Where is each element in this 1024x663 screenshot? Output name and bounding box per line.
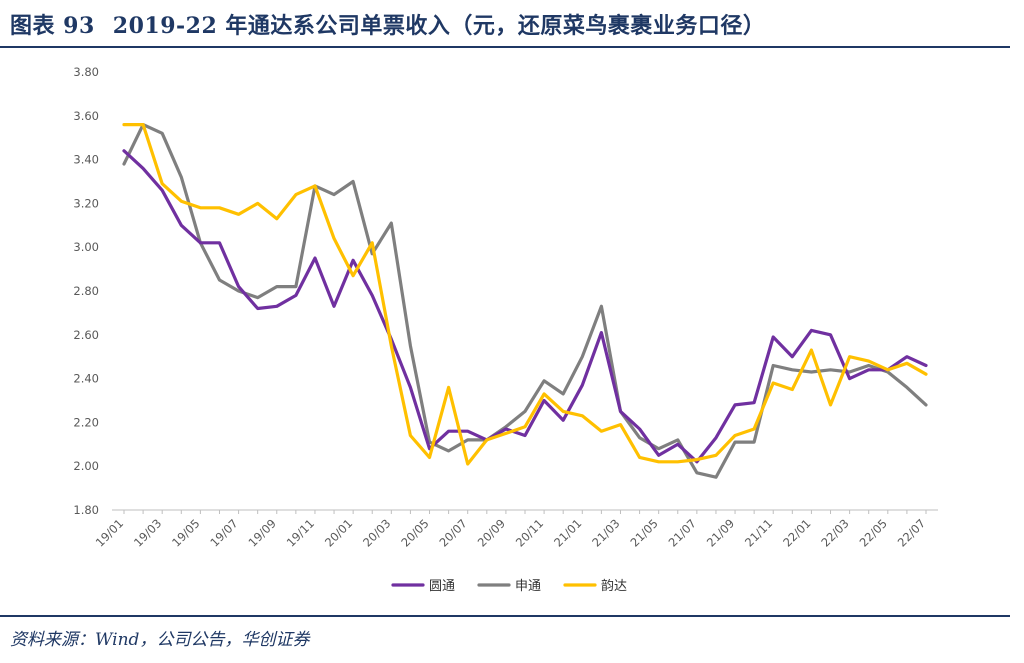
y-tick-label: 2.40: [73, 372, 99, 386]
x-tick-label: 19/07: [207, 516, 240, 549]
title-bar: 图表 93 2019-22 年通达系公司单票收入（元，还原菜鸟裹裹业务口径）: [0, 0, 1024, 48]
x-tick-label: 20/05: [398, 516, 431, 549]
legend: 圆通 申通 韵达: [391, 579, 627, 594]
legend-label: 圆通: [429, 579, 455, 594]
x-tick-label: 22/07: [895, 516, 928, 549]
y-tick-label: 3.80: [73, 65, 99, 79]
y-tick-label: 2.00: [73, 459, 99, 473]
footer-rule: [0, 615, 1010, 617]
legend-label: 申通: [515, 579, 541, 594]
y-tick-label: 3.40: [73, 153, 99, 167]
x-tick-label: 21/01: [551, 516, 584, 549]
x-tick-label: 20/09: [475, 516, 508, 549]
figure-title-text: 2019-22 年通达系公司单票收入（元，还原菜鸟裹裹业务口径）: [112, 13, 766, 39]
x-tick-label: 19/09: [246, 516, 279, 549]
x-tick-label: 20/01: [322, 516, 355, 549]
x-axis: 19/01 19/03 19/05 19/07 19/09 19/11 20/01 20/03…: [93, 509, 938, 550]
y-tick-label: 3.60: [73, 109, 99, 123]
series-line-2: [122, 122, 928, 479]
series-line-1: [122, 149, 928, 464]
x-tick-label: 20/07: [436, 516, 469, 549]
x-tick-label: 19/11: [284, 516, 317, 549]
y-tick-label: 2.60: [73, 328, 99, 342]
x-tick-label: 20/03: [360, 516, 393, 549]
series-layer: [122, 122, 928, 479]
y-tick-label: 2.80: [73, 284, 99, 298]
x-tick-label: 21/03: [589, 516, 622, 549]
x-tick-label: 21/09: [704, 516, 737, 549]
legend-label: 韵达: [601, 579, 627, 594]
x-tick-label: 19/03: [131, 516, 164, 549]
x-tick-label: 22/03: [818, 516, 851, 549]
x-tick-label: 19/01: [93, 516, 126, 549]
figure-number: 图表 93: [10, 13, 95, 39]
figure-title: 图表 93 2019-22 年通达系公司单票收入（元，还原菜鸟裹裹业务口径）: [10, 8, 765, 40]
x-tick-label: 20/11: [513, 516, 546, 549]
x-tick-label: 21/05: [627, 516, 660, 549]
x-tick-label: 22/01: [780, 516, 813, 549]
y-tick-label: 1.80: [73, 503, 99, 517]
y-tick-label: 3.20: [73, 196, 99, 210]
source-note: 资料来源：Wind，公司公告，华创证券: [10, 630, 310, 650]
x-tick-label: 19/05: [169, 516, 202, 549]
y-axis: 1.80 2.00 2.20 2.40 2.60 2.80 3.00 3.20 3.40 3.60…: [73, 65, 99, 517]
y-tick-label: 2.20: [73, 415, 99, 429]
x-tick-label: 21/11: [742, 516, 775, 549]
x-tick-label: 22/05: [857, 516, 890, 549]
series-line-3: [122, 122, 928, 466]
x-tick-label: 21/07: [666, 516, 699, 549]
title-rule: [0, 46, 1010, 48]
line-chart: 1.80 2.00 2.20 2.40 2.60 2.80 3.00 3.20 3.40 3.60…: [73, 65, 938, 594]
y-tick-label: 3.00: [73, 240, 99, 254]
